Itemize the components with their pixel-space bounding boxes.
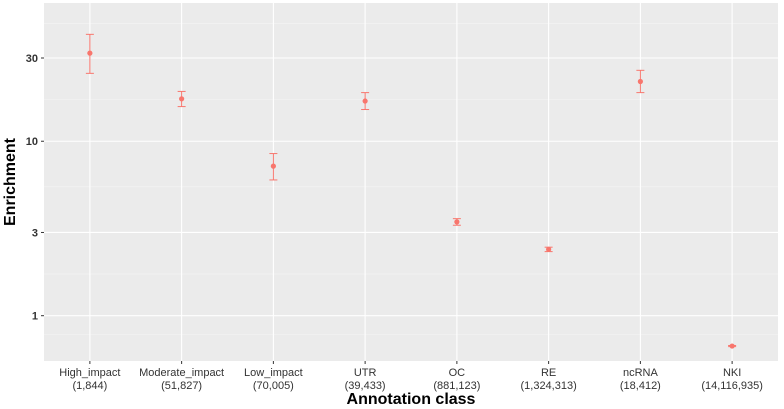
x-tick-label-count: (1,844) bbox=[72, 380, 107, 392]
x-axis-title: Annotation class bbox=[347, 391, 476, 408]
x-tick-label-count: (14,116,935) bbox=[701, 380, 763, 392]
data-point bbox=[454, 219, 460, 225]
x-tick-label-class: Low_impact bbox=[244, 367, 303, 379]
x-tick-label-class: NKI bbox=[723, 367, 741, 379]
data-point bbox=[546, 246, 552, 252]
y-tick-label: 3 bbox=[32, 227, 38, 239]
data-point bbox=[179, 96, 185, 102]
x-tick-label-class: Moderate_impact bbox=[139, 367, 224, 379]
plot-panel bbox=[44, 3, 778, 361]
data-point bbox=[270, 163, 276, 169]
y-tick-label: 1 bbox=[32, 311, 38, 323]
major-gridlines bbox=[44, 3, 778, 361]
y-axis-title: Enrichment bbox=[2, 137, 19, 226]
data-point bbox=[87, 50, 93, 56]
data-points bbox=[87, 50, 735, 349]
x-tick-label-count: (881,123) bbox=[433, 380, 480, 392]
x-tick-label-count: (51,827) bbox=[161, 380, 202, 392]
x-tick-label-count: (70,005) bbox=[253, 380, 294, 392]
x-tick-label-class: High_impact bbox=[59, 367, 120, 379]
x-tick-label-class: OC bbox=[449, 367, 466, 379]
y-tick-label: 10 bbox=[26, 136, 38, 148]
x-axis-ticks: High_impact(1,844) Moderate_impact(51,827… bbox=[59, 361, 763, 392]
data-point bbox=[729, 343, 735, 349]
data-point bbox=[637, 78, 643, 85]
x-tick-label-count: (1,324,313) bbox=[520, 380, 576, 392]
minor-gridlines bbox=[44, 23, 778, 336]
x-tick-label-class: UTR bbox=[354, 367, 377, 379]
x-tick-label-class: RE bbox=[541, 367, 556, 379]
data-point bbox=[362, 98, 368, 104]
x-tick-label-class: ncRNA bbox=[623, 367, 659, 379]
x-tick-label-count: (18,412) bbox=[620, 380, 661, 392]
y-axis-ticks: 1 3 10 30 bbox=[26, 53, 44, 323]
x-tick-label-count: (39,433) bbox=[345, 380, 386, 392]
y-tick-label: 30 bbox=[26, 53, 38, 65]
